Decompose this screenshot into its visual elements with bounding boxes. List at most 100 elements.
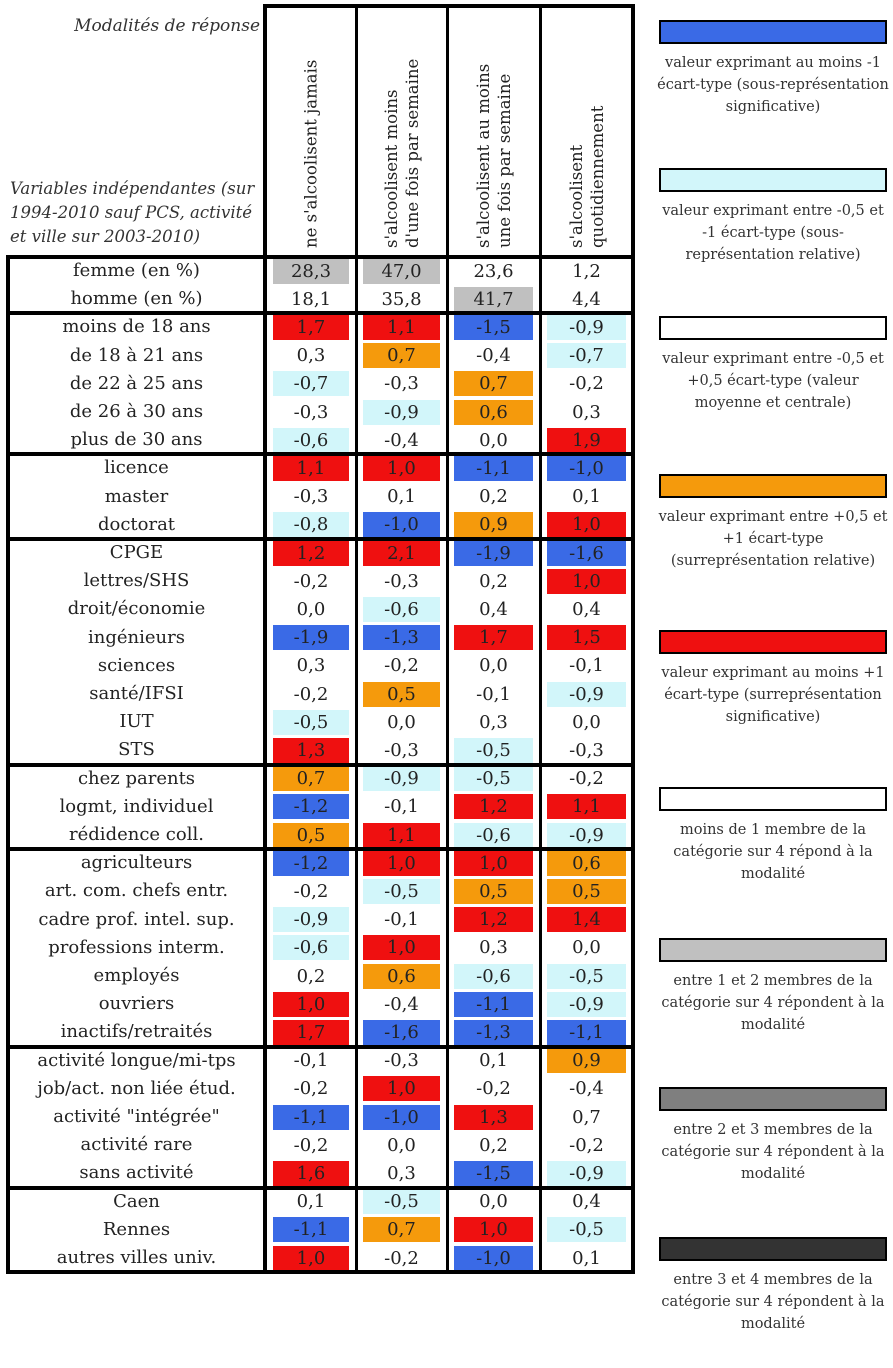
column-header-1: ne s'alcoolisent jamais xyxy=(265,6,356,252)
group-separator xyxy=(6,1185,635,1190)
table-cell: -0,4 xyxy=(547,1076,626,1102)
table-cell: -1,9 xyxy=(454,540,533,566)
table-cell: 1,5 xyxy=(547,625,626,651)
table-cell: 1,0 xyxy=(454,850,533,876)
table-cell: -0,5 xyxy=(547,963,626,989)
column-header-line: s'alcoolisent moins xyxy=(381,89,401,248)
group-separator xyxy=(6,1044,635,1049)
table-cell: -0,6 xyxy=(454,963,533,989)
legend-text: valeur exprimant au moins +1 écart-type … xyxy=(661,665,885,725)
table-cell: -0,6 xyxy=(363,596,440,623)
legend-text: valeur exprimant au moins -1 écart-type … xyxy=(657,55,889,115)
row-label: de 22 à 25 ans xyxy=(69,372,204,394)
table-cell: -1,0 xyxy=(547,455,626,482)
table-cell: 0,7 xyxy=(363,343,440,369)
column-divider xyxy=(263,4,267,1275)
table-cell: -0,3 xyxy=(273,399,349,425)
table-cell: 0,7 xyxy=(363,1217,440,1243)
column-header-line: une fois par semaine xyxy=(494,73,514,248)
table-cell: -0,4 xyxy=(363,991,440,1017)
table-cell: -0,7 xyxy=(273,371,349,397)
table-cell: 1,4 xyxy=(547,907,626,933)
row-label: inactifs/retraités xyxy=(60,1021,213,1043)
row-label: Rennes xyxy=(102,1218,171,1240)
table-cell: 0,9 xyxy=(547,1048,626,1074)
row-label: cadre prof. intel. sup. xyxy=(38,908,235,930)
column-header-line: d'une fois par semaine xyxy=(402,58,422,248)
table-cell: 0,0 xyxy=(363,709,440,735)
table-cell: -1,1 xyxy=(273,1104,349,1130)
table-cell: 0,1 xyxy=(363,484,440,510)
table-cell: -0,2 xyxy=(454,1076,533,1102)
table-cell: -0,6 xyxy=(273,427,349,453)
legend-swatch xyxy=(659,787,887,811)
legend-swatch xyxy=(659,938,887,962)
table-cell: 1,7 xyxy=(273,1019,349,1046)
table-cell: 0,5 xyxy=(454,878,533,905)
table-cell: 0,0 xyxy=(454,653,533,679)
table-cell: 1,2 xyxy=(273,540,349,566)
table-cell: -0,2 xyxy=(273,568,349,594)
responses-label: Modalités de réponse xyxy=(74,16,260,36)
table-cell: -0,9 xyxy=(547,991,626,1017)
row-label: employés xyxy=(93,965,180,986)
row-label: activité "intégrée" xyxy=(53,1106,220,1127)
table-cell: -0,5 xyxy=(454,737,533,764)
table-cell: 0,2 xyxy=(454,484,533,510)
table-cell: 0,2 xyxy=(273,963,349,989)
column-header-text: s'alcoolisent quotidiennement xyxy=(566,106,608,248)
table-cell: 1,9 xyxy=(547,427,626,453)
table-cell: 0,4 xyxy=(547,596,626,623)
row-label: chez parents xyxy=(77,767,196,789)
table-cell: 1,2 xyxy=(454,794,533,820)
row-label: agriculteurs xyxy=(80,852,193,874)
table-cell: -1,1 xyxy=(273,1217,349,1243)
table-cell: -0,2 xyxy=(547,1132,626,1158)
table-cell: 1,7 xyxy=(273,314,349,341)
table-cell: 1,3 xyxy=(273,737,349,764)
table-cell: 23,6 xyxy=(454,258,533,284)
row-label: ingénieurs xyxy=(88,626,185,648)
table-cell: 4,4 xyxy=(547,286,626,312)
table-cell: -1,9 xyxy=(273,625,349,651)
table-cell: 0,3 xyxy=(273,653,349,679)
group-separator xyxy=(6,847,635,852)
table-cell: 1,0 xyxy=(363,1076,440,1102)
table-cell: -1,5 xyxy=(454,1160,533,1187)
table-cell: -1,2 xyxy=(273,794,349,820)
row-label: droit/économie xyxy=(67,598,206,620)
row-label: sciences xyxy=(97,654,176,676)
table-cell: 35,8 xyxy=(363,286,440,312)
table-cell: -0,2 xyxy=(273,681,349,707)
table-cell: -0,1 xyxy=(454,681,533,707)
table-cell: -1,5 xyxy=(454,314,533,341)
table-cell: 0,6 xyxy=(363,963,440,989)
table-cell: -0,3 xyxy=(363,371,440,397)
row-label: licence xyxy=(104,457,169,479)
column-divider xyxy=(354,4,358,1275)
table-cell: 0,0 xyxy=(547,935,626,961)
table-cell: 2,1 xyxy=(363,540,440,566)
column-divider xyxy=(538,4,542,1275)
table-cell: -1,1 xyxy=(547,1019,626,1046)
row-label: ouvriers xyxy=(98,993,175,1015)
table-cell: -0,2 xyxy=(547,766,626,792)
row-label: sans activité xyxy=(79,1162,194,1184)
table-cell: 1,1 xyxy=(547,794,626,820)
table-cell: -0,9 xyxy=(547,822,626,848)
table-cell: 0,1 xyxy=(547,1245,626,1271)
row-label: logmt, individuel xyxy=(59,795,214,817)
table-cell: -0,1 xyxy=(363,907,440,933)
row-label: IUT xyxy=(119,711,154,733)
legend-text: valeur exprimant entre +0,5 et +1 écart-… xyxy=(658,509,888,569)
legend-text: valeur exprimant entre -0,5 et -1 écart-… xyxy=(662,203,884,263)
table-cell: -0,2 xyxy=(273,1076,349,1102)
table-cell: -1,0 xyxy=(454,1245,533,1271)
column-header-line: quotidiennement xyxy=(587,105,607,248)
legend-swatch xyxy=(659,1087,887,1111)
table-cell: -0,6 xyxy=(273,935,349,961)
table-cell: -0,2 xyxy=(273,1132,349,1158)
table-cell: -0,1 xyxy=(363,794,440,820)
legend-swatch xyxy=(659,1237,887,1261)
